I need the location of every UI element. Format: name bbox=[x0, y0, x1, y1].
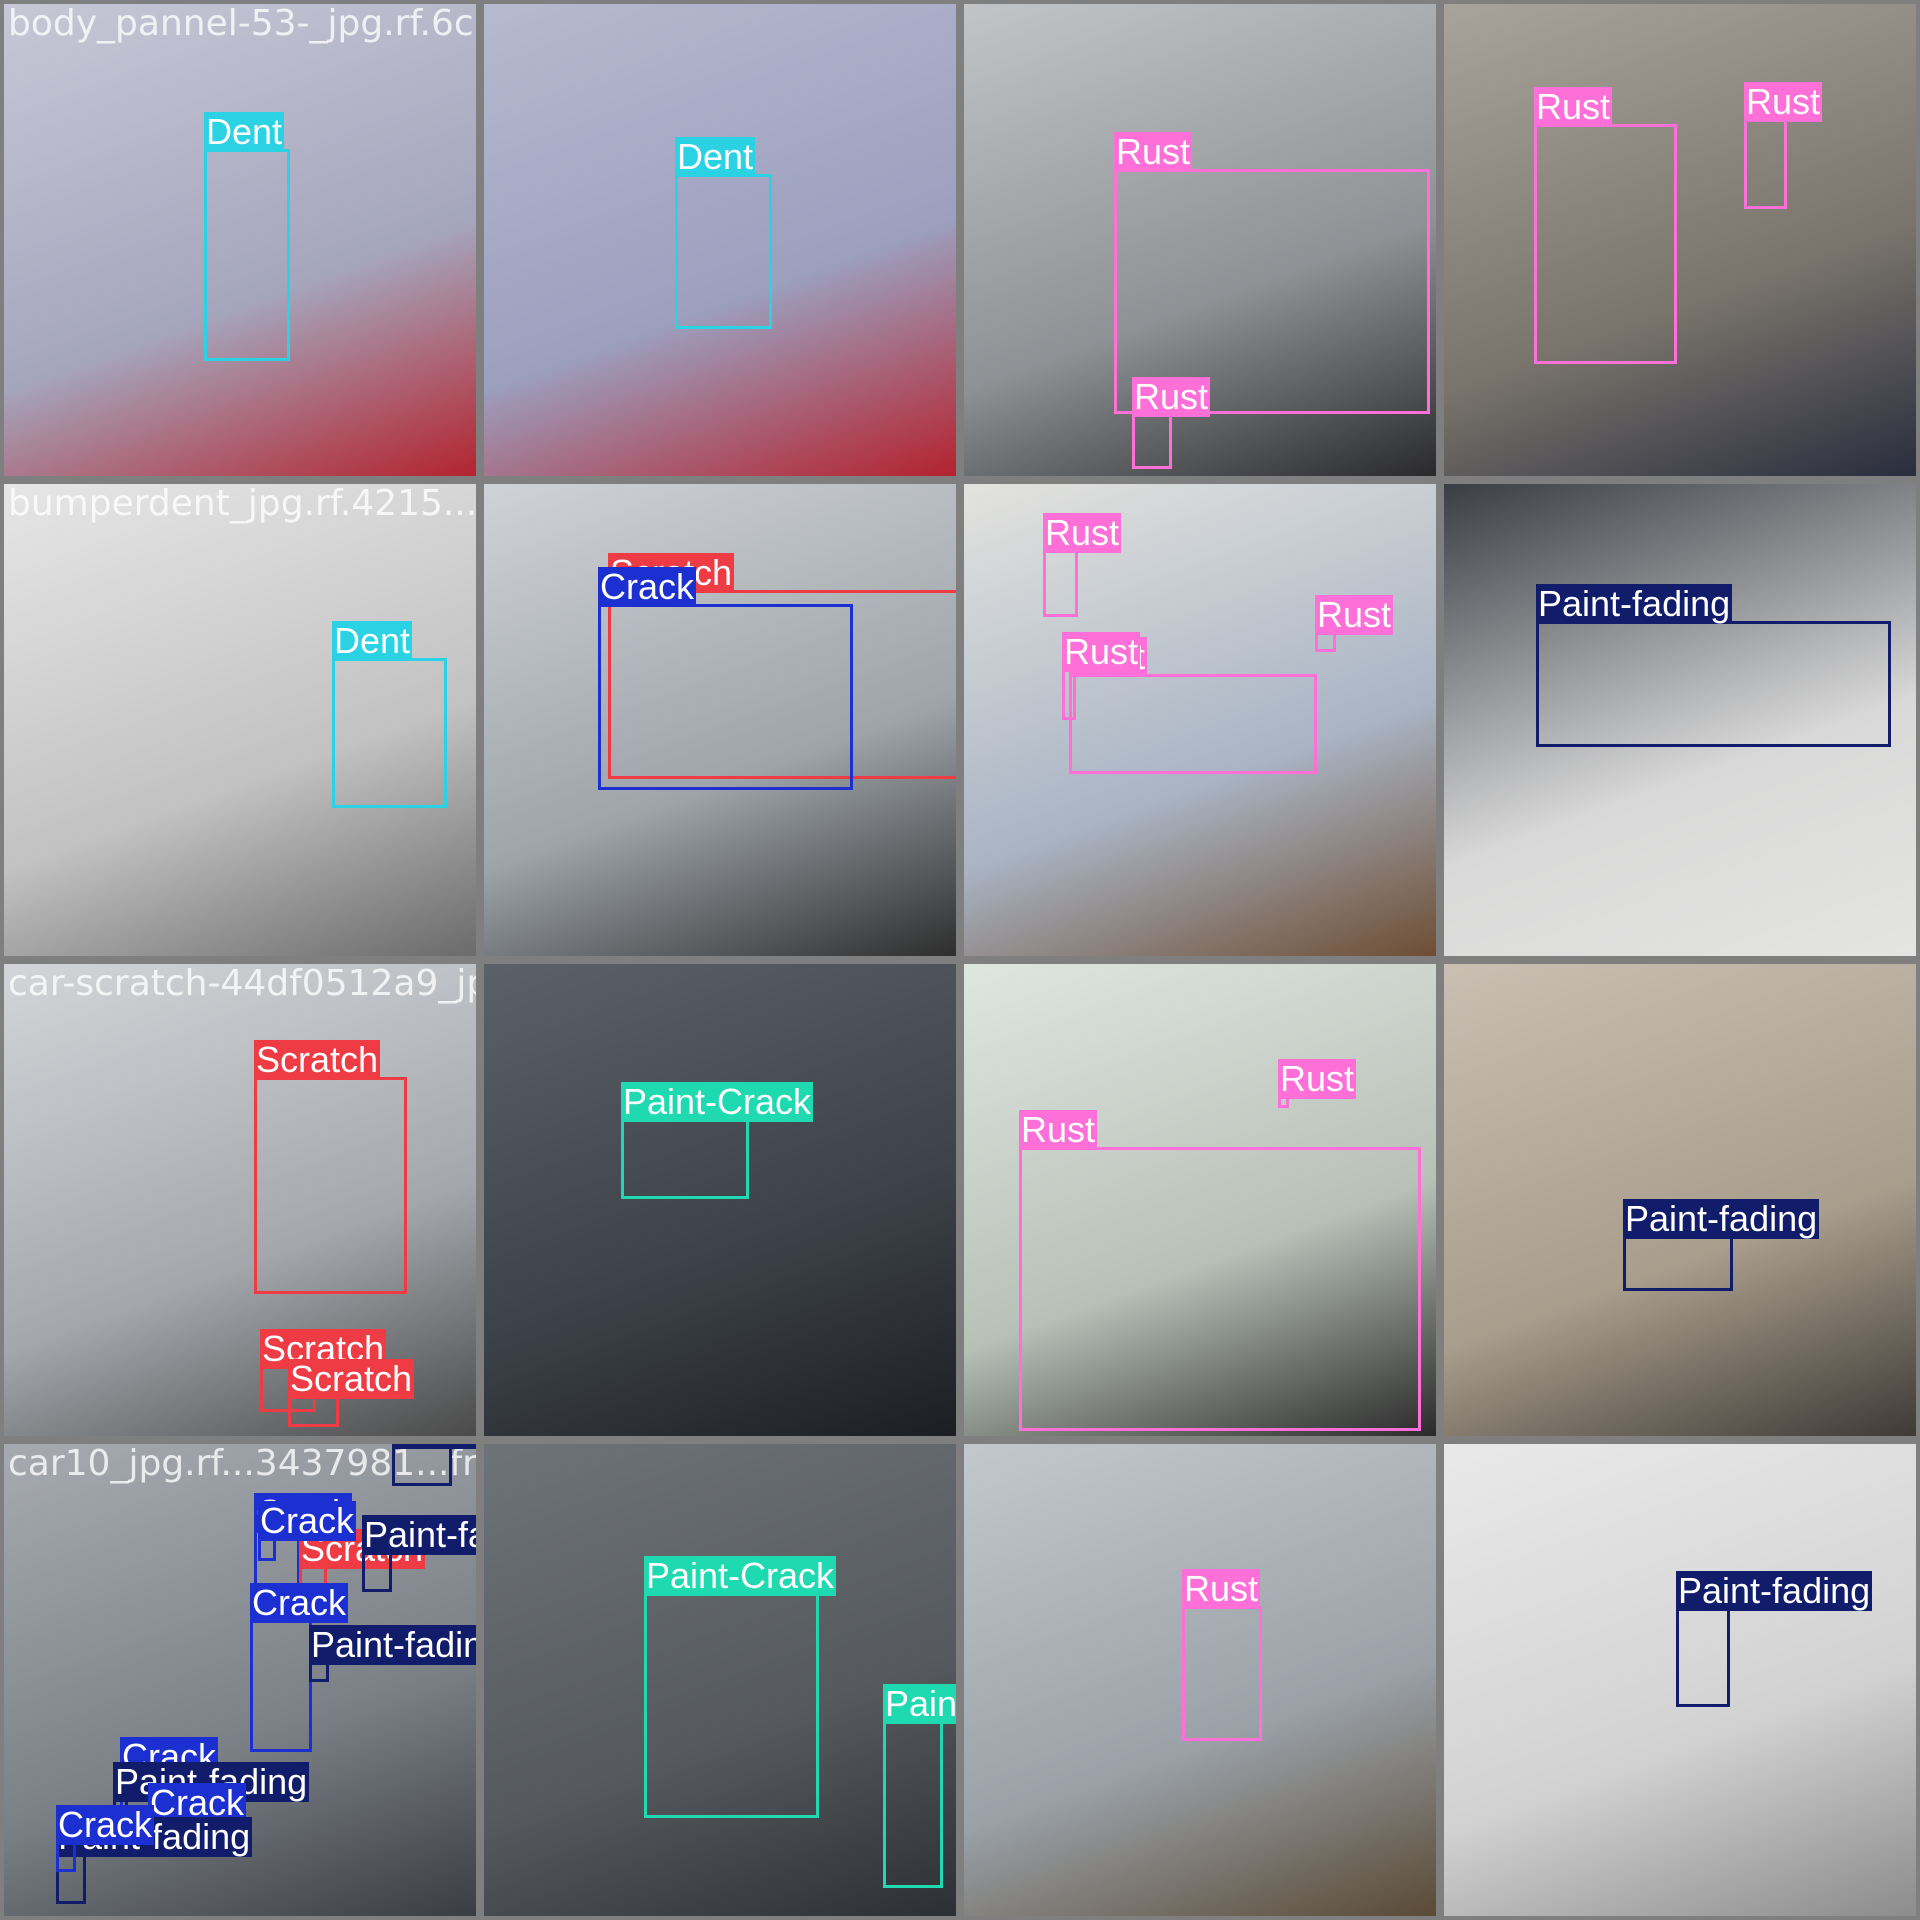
detection-label: Rust bbox=[1744, 81, 1823, 122]
detection-label: Paint-fading bbox=[392, 1444, 476, 1449]
image-tile: Paint-fading bbox=[1440, 1440, 1920, 1920]
car-damage-photo bbox=[4, 484, 476, 956]
detection-label: Dent bbox=[675, 136, 756, 177]
detection-label: Paint-fading bbox=[1536, 583, 1733, 624]
detection-box-paint-fading: Paint-fading bbox=[309, 1625, 476, 1682]
detection-box-scratch: Scratch bbox=[254, 1040, 407, 1294]
detection-box-rust: Rust bbox=[1114, 132, 1430, 414]
detection-box-rust: Rust bbox=[1062, 632, 1141, 720]
detection-box-crack: Crack bbox=[250, 1583, 349, 1752]
detection-label: Paint-fading bbox=[1676, 1570, 1873, 1611]
detection-box-dent: Dent bbox=[204, 112, 290, 361]
car-damage-photo bbox=[484, 4, 956, 476]
image-tile: Paint-fading bbox=[1440, 960, 1920, 1440]
detection-label: Scratch bbox=[288, 1358, 415, 1399]
detection-label: Crack bbox=[148, 1782, 247, 1823]
car-damage-photo bbox=[964, 1444, 1436, 1916]
detection-label: Paint-Crack bbox=[883, 1684, 956, 1724]
car-damage-photo bbox=[964, 484, 1436, 956]
detection-label: Paint-fading bbox=[362, 1515, 476, 1555]
car-damage-photo bbox=[4, 964, 476, 1436]
detection-label: Crack bbox=[598, 566, 697, 607]
detection-label: Rust bbox=[1043, 512, 1122, 553]
detection-box-rust: Rust bbox=[1278, 1059, 1357, 1108]
image-tile: Dent bbox=[480, 0, 960, 480]
detection-box-rust: Rust bbox=[1132, 377, 1211, 469]
image-tile: Paint-fading bbox=[1440, 480, 1920, 960]
car-damage-photo bbox=[484, 964, 956, 1436]
tile-filename: car10_jpg.rf...3437981...fractured_jpg.r… bbox=[8, 1443, 477, 1484]
image-tile: car10_jpg.rf...3437981...fractured_jpg.r… bbox=[0, 1440, 480, 1920]
image-tile: Rust bbox=[960, 1440, 1440, 1920]
detection-box-rust: Rust bbox=[1043, 513, 1122, 617]
detection-label: Crack bbox=[56, 1804, 155, 1845]
detection-box-rust: Rust bbox=[1744, 82, 1823, 209]
tile-filename: bumperdent_jpg.rf.4215...7be8a6e7eb069ea… bbox=[8, 483, 478, 524]
detection-box-rust: Rust bbox=[1182, 1569, 1262, 1741]
car-damage-photo bbox=[1444, 484, 1916, 956]
car-damage-photo bbox=[964, 964, 1436, 1436]
detection-label: Paint-fading bbox=[1623, 1198, 1820, 1239]
image-tile: car-scratch-44df0512a9_jpg.rf.a28est0bby… bbox=[0, 960, 480, 1440]
car-damage-photo bbox=[4, 4, 476, 476]
detection-box-rust: Rust bbox=[1315, 595, 1394, 652]
detection-box-dent: Dent bbox=[675, 137, 772, 329]
detection-box-crack: Crack bbox=[598, 567, 853, 790]
detection-label: Rust bbox=[1534, 86, 1613, 127]
detection-label: Scratch bbox=[254, 1039, 381, 1080]
detection-box-crack: Crack bbox=[148, 1783, 247, 1842]
detection-label: Paint-fading bbox=[309, 1625, 476, 1665]
image-tile: Rust Rust bbox=[960, 0, 1440, 480]
detection-box-paint-fading: Paint-fading bbox=[1536, 584, 1891, 747]
car-damage-photo bbox=[1444, 4, 1916, 476]
image-tile: Paint-Crack Paint-Crack bbox=[480, 1440, 960, 1920]
detection-box-paint-fading: Paint-fading bbox=[392, 1444, 476, 1486]
image-tile: Rust Rust bbox=[1440, 0, 1920, 480]
detection-box-crack: Crack bbox=[258, 1501, 357, 1561]
detection-label: Rust bbox=[1182, 1568, 1261, 1609]
detection-box-dent: Dent bbox=[332, 621, 447, 808]
image-tile: Paint-Crack bbox=[480, 960, 960, 1440]
detection-label: Dent bbox=[332, 620, 413, 661]
detection-label: Crack bbox=[250, 1582, 349, 1623]
detection-box-paint-fading: Paint-fading bbox=[362, 1515, 476, 1592]
detection-label: Rust bbox=[1114, 131, 1193, 172]
car-damage-photo bbox=[1444, 1444, 1916, 1916]
tile-filename: body_pannel-53-_jpg.rf.6c94a3f1af093_jpg… bbox=[8, 3, 476, 44]
image-tile: ScratchCrack bbox=[480, 480, 960, 960]
image-tile: body_pannel-53-_jpg.rf.6c94a3f1af093_jpg… bbox=[0, 0, 480, 480]
detection-box-rust: Rust bbox=[1534, 87, 1677, 364]
detection-label: Crack bbox=[258, 1500, 357, 1541]
detection-label: Dent bbox=[204, 111, 285, 152]
car-damage-photo bbox=[484, 1444, 956, 1916]
detection-label: Paint-Crack bbox=[621, 1081, 814, 1122]
image-tile: bumperdent_jpg.rf.4215...7be8a6e7eb069ea… bbox=[0, 480, 480, 960]
detection-box-paint-fading: Paint-fading bbox=[1676, 1571, 1873, 1707]
detection-label: Rust bbox=[1278, 1058, 1357, 1099]
detection-box-paint-crack: Paint-Crack bbox=[883, 1684, 956, 1888]
detection-box-rust: Rust bbox=[1069, 637, 1317, 774]
detection-box-paint-crack: Paint-Crack bbox=[644, 1556, 837, 1818]
detection-label: Rust bbox=[1019, 1109, 1098, 1150]
detection-box-rust: Rust bbox=[1019, 1110, 1421, 1431]
detection-box-paint-fading: Paint-fading bbox=[1623, 1199, 1820, 1291]
detection-label: Rust bbox=[1132, 376, 1211, 417]
detection-label: Rust bbox=[1062, 631, 1141, 672]
detection-box-paint-crack: Paint-Crack bbox=[621, 1082, 814, 1199]
tile-filename: car-scratch-44df0512a9_jpg.rf.a28est0bby… bbox=[8, 963, 476, 1004]
image-tile: Rust Rust bbox=[960, 960, 1440, 1440]
detection-label: Paint-Crack bbox=[644, 1555, 837, 1596]
detection-label: Rust bbox=[1315, 594, 1394, 635]
detection-box-crack: Crack bbox=[56, 1805, 155, 1872]
detection-box-scratch: Scratch bbox=[288, 1359, 415, 1427]
